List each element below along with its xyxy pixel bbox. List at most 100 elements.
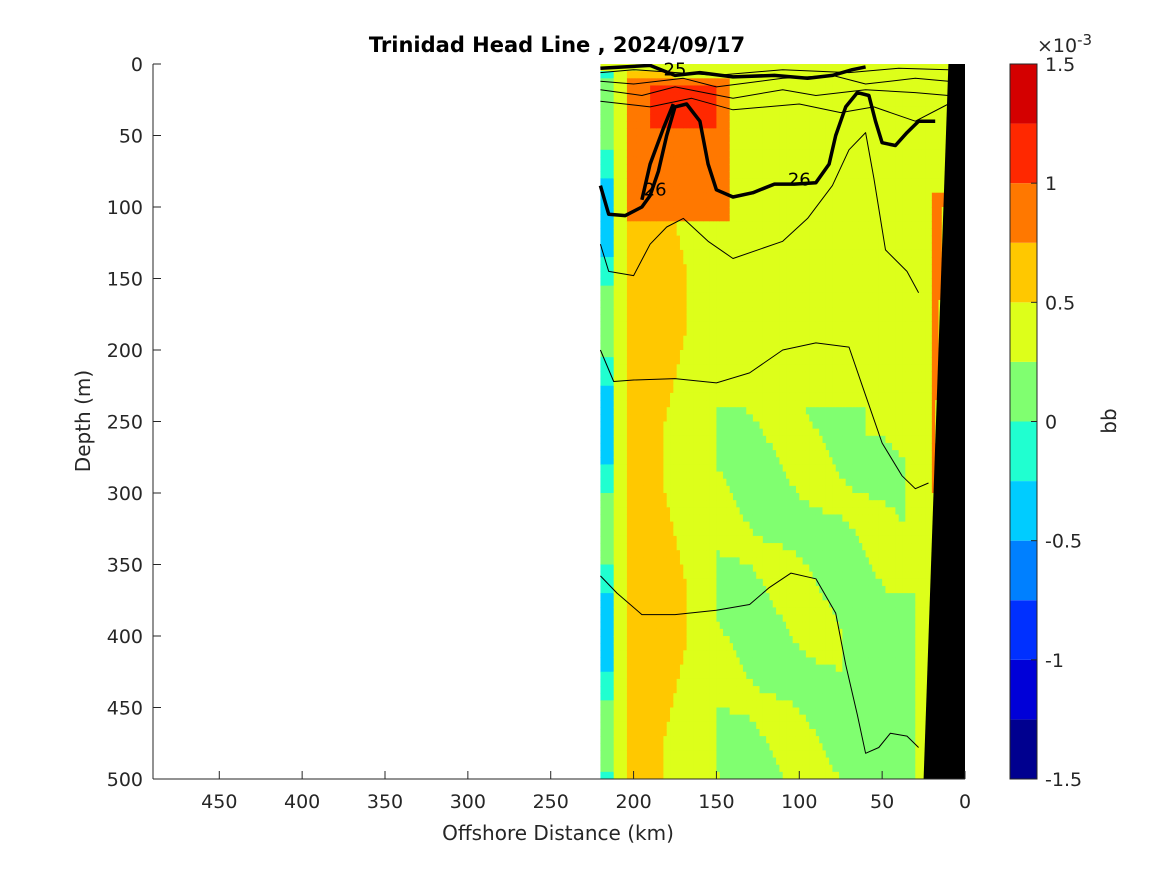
field-cell	[626, 471, 631, 480]
field-cell	[630, 550, 635, 558]
field-cell	[630, 257, 635, 265]
field-cell	[607, 128, 611, 137]
field-cell	[607, 235, 611, 244]
field-cell	[630, 228, 635, 237]
field-cell	[620, 736, 625, 744]
field-cell	[623, 750, 628, 759]
field-cell	[626, 121, 631, 129]
field-cell	[600, 228, 605, 237]
field-cell	[617, 357, 621, 365]
field-cell	[600, 564, 605, 573]
field-cell	[607, 414, 611, 423]
field-cell	[600, 71, 605, 79]
field-cell	[603, 207, 608, 215]
field-cell	[610, 285, 615, 294]
field-cell	[600, 450, 605, 458]
field-cell	[620, 671, 625, 680]
field-cell	[610, 385, 615, 394]
field-cell	[620, 678, 625, 687]
field-cell	[617, 135, 621, 144]
field-cell	[623, 757, 628, 766]
field-cell	[607, 249, 611, 258]
field-cell	[617, 207, 621, 215]
field-cell	[603, 235, 608, 244]
field-cell	[613, 400, 618, 408]
field-cell	[617, 85, 621, 94]
field-cell	[610, 457, 615, 465]
field-cell	[630, 364, 635, 373]
field-cell	[610, 442, 615, 451]
field-cell	[607, 571, 611, 580]
field-cell	[613, 135, 618, 144]
field-cell	[600, 106, 605, 115]
field-cell	[630, 128, 635, 137]
field-cell	[617, 292, 621, 301]
field-cell	[610, 671, 615, 680]
field-cell	[620, 257, 625, 265]
field-cell	[626, 128, 631, 137]
field-cell	[610, 99, 615, 108]
field-cell	[600, 428, 605, 437]
field-cell	[626, 92, 631, 101]
field-cell	[630, 528, 635, 537]
field-cell	[603, 85, 608, 94]
field-cell	[603, 321, 608, 330]
field-cell	[600, 135, 605, 144]
field-cell	[607, 593, 611, 601]
field-cell	[630, 493, 635, 501]
field-cell	[610, 321, 615, 330]
field-cell	[630, 178, 635, 187]
field-cell	[613, 407, 618, 415]
field-cell	[600, 550, 605, 558]
field-cell	[603, 392, 608, 401]
field-cell	[617, 400, 621, 408]
field-cell	[613, 585, 618, 594]
field-cell	[623, 764, 628, 773]
field-cell	[600, 478, 605, 487]
field-cell	[600, 214, 605, 222]
field-cell	[607, 92, 611, 101]
field-cell	[630, 464, 635, 473]
field-cell	[626, 249, 631, 258]
field-cell	[630, 457, 635, 465]
field-cell	[603, 657, 608, 666]
field-cell	[607, 657, 611, 666]
field-cell	[610, 142, 615, 151]
field-cell	[617, 178, 621, 187]
field-cell	[613, 764, 618, 773]
field-cell	[607, 721, 611, 730]
field-cell	[626, 149, 631, 158]
field-cell	[626, 435, 631, 444]
field-cell	[603, 485, 608, 494]
field-cell	[620, 307, 625, 315]
field-cell	[603, 700, 608, 709]
field-cell	[600, 764, 605, 773]
field-cell	[607, 578, 611, 587]
field-cell	[617, 114, 621, 122]
field-cell	[630, 350, 635, 358]
field-cell	[617, 442, 621, 451]
field-cell	[600, 585, 605, 594]
field-cell	[626, 71, 631, 79]
field-cell	[607, 457, 611, 465]
field-cell	[623, 600, 628, 608]
field-cell	[620, 500, 625, 508]
field-cell	[623, 385, 628, 394]
field-cell	[603, 578, 608, 587]
field-cell	[620, 478, 625, 487]
field-cell	[603, 228, 608, 237]
field-cell	[620, 421, 625, 430]
field-cell	[630, 421, 635, 430]
field-cell	[623, 364, 628, 373]
field-cell	[603, 557, 608, 566]
field-cell	[610, 350, 615, 358]
field-cell	[603, 407, 608, 415]
field-cell	[623, 128, 628, 137]
field-cell	[603, 164, 608, 172]
field-cell	[613, 335, 618, 344]
field-cell	[613, 228, 618, 237]
field-cell	[607, 142, 611, 151]
field-cell	[607, 114, 611, 122]
field-cell	[626, 657, 631, 666]
field-cell	[610, 585, 615, 594]
